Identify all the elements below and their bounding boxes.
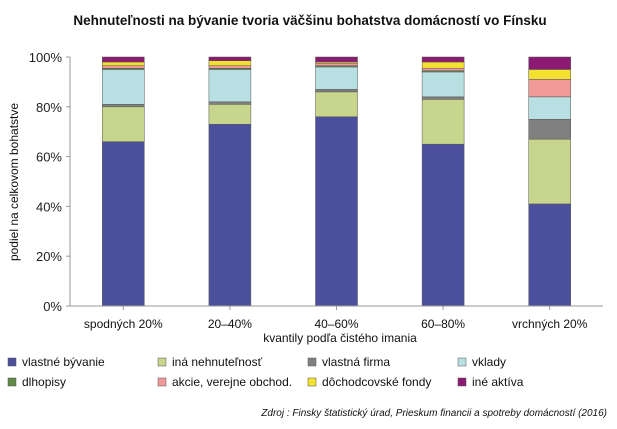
bar-segment	[208, 65, 252, 69]
bar-segment	[208, 101, 252, 105]
bar-segment	[421, 71, 465, 98]
bar-segment	[421, 96, 465, 100]
legend-label: vklady	[472, 355, 506, 369]
bar-segment	[102, 56, 145, 63]
bar-segment	[315, 56, 358, 63]
legend-swatch	[307, 377, 317, 387]
legend-swatch	[457, 377, 467, 387]
bar-segment	[208, 56, 252, 61]
bar-segment	[208, 104, 252, 125]
legend-swatch	[307, 357, 317, 367]
bar-segment	[102, 141, 145, 307]
bar-segment	[102, 104, 145, 108]
legend-label: iné aktíva	[472, 375, 524, 389]
legend-label: iná nehnuteľnosť	[172, 355, 263, 369]
x-tick-label: spodných 20%	[84, 317, 163, 331]
legend-swatch	[7, 377, 17, 387]
bar-segment	[315, 89, 358, 93]
x-axis: spodných 20% 20–40% 40–60% 60–80% vrchných 2…	[70, 305, 603, 331]
plot-area	[102, 56, 571, 307]
legend-item: iná nehnuteľnosť	[157, 355, 263, 369]
bar-segment	[421, 67, 465, 71]
bar-segment	[315, 62, 358, 66]
bar-segment	[102, 61, 145, 66]
source-note: Zdroj : Finsky štatistický úrad, Priesku…	[260, 408, 607, 419]
y-tick-label: 0%	[43, 299, 62, 314]
bar-stack	[102, 56, 145, 307]
y-tick-label: 80%	[36, 100, 62, 115]
y-tick-label: 20%	[36, 249, 62, 264]
x-axis-title: kvantily podľa čistého imania	[263, 331, 417, 345]
bar-segment	[315, 66, 358, 90]
bar-segment	[421, 61, 465, 69]
bar-stack	[315, 56, 358, 307]
legend-label: dlhopisy	[22, 375, 66, 389]
y-tick-label: 40%	[36, 199, 62, 214]
legend-item: dôchodcovské fondy	[307, 375, 431, 389]
legend-label: vlastné bývanie	[22, 355, 105, 369]
legend-label: dôchodcovské fondy	[322, 375, 431, 389]
legend-item: vlastná firma	[307, 355, 390, 369]
bar-segment	[102, 65, 145, 69]
bar-segment	[102, 106, 145, 142]
bar-segment	[528, 203, 571, 307]
y-tick-label: 100%	[29, 50, 63, 65]
bar-segment	[421, 56, 465, 63]
bar-segment	[315, 91, 358, 118]
bar-segment	[528, 138, 571, 205]
legend-item: vklady	[457, 355, 506, 369]
bar-stack	[421, 56, 465, 307]
legend-swatch	[7, 357, 17, 367]
legend-item: akcie, verejne obchod.	[157, 375, 292, 389]
x-tick-label: vrchných 20%	[512, 317, 588, 331]
bar-segment	[208, 69, 252, 103]
y-axis-title: podiel na celkovom bohatstve	[7, 103, 21, 261]
bar-segment	[528, 69, 571, 80]
bar-segment	[528, 56, 571, 70]
y-tick-label: 60%	[36, 150, 62, 165]
bar-segment	[421, 99, 465, 145]
bar-segment	[208, 60, 252, 66]
bar-segment	[102, 69, 145, 105]
bar-stack	[528, 56, 571, 307]
y-axis: 0% 20% 40% 60% 80% 100%	[29, 50, 71, 314]
x-tick-label: 20–40%	[208, 317, 252, 331]
bar-segment	[528, 96, 571, 120]
x-tick-label: 40–60%	[314, 317, 358, 331]
legend-swatch	[457, 357, 467, 367]
legend-label: vlastná firma	[322, 355, 390, 369]
legend-item: vlastné bývanie	[7, 355, 105, 369]
chart-title: Nehnuteľnosti na bývanie tvoria väčšinu …	[73, 13, 546, 28]
x-tick-label: 60–80%	[421, 317, 465, 331]
bar-segment	[528, 79, 571, 98]
legend-label: akcie, verejne obchod.	[172, 375, 292, 389]
legend-swatch	[157, 357, 167, 367]
legend-item: iné aktíva	[457, 375, 524, 389]
bar-segment	[315, 116, 358, 307]
bar-segment	[421, 143, 465, 307]
bar-segment	[208, 123, 252, 307]
legend: vlastné bývanie iná nehnuteľnosť vlastná f…	[7, 355, 524, 389]
legend-item: dlhopisy	[7, 375, 66, 389]
bar-stack	[208, 56, 252, 307]
legend-swatch	[157, 377, 167, 387]
bar-segment	[528, 119, 571, 140]
